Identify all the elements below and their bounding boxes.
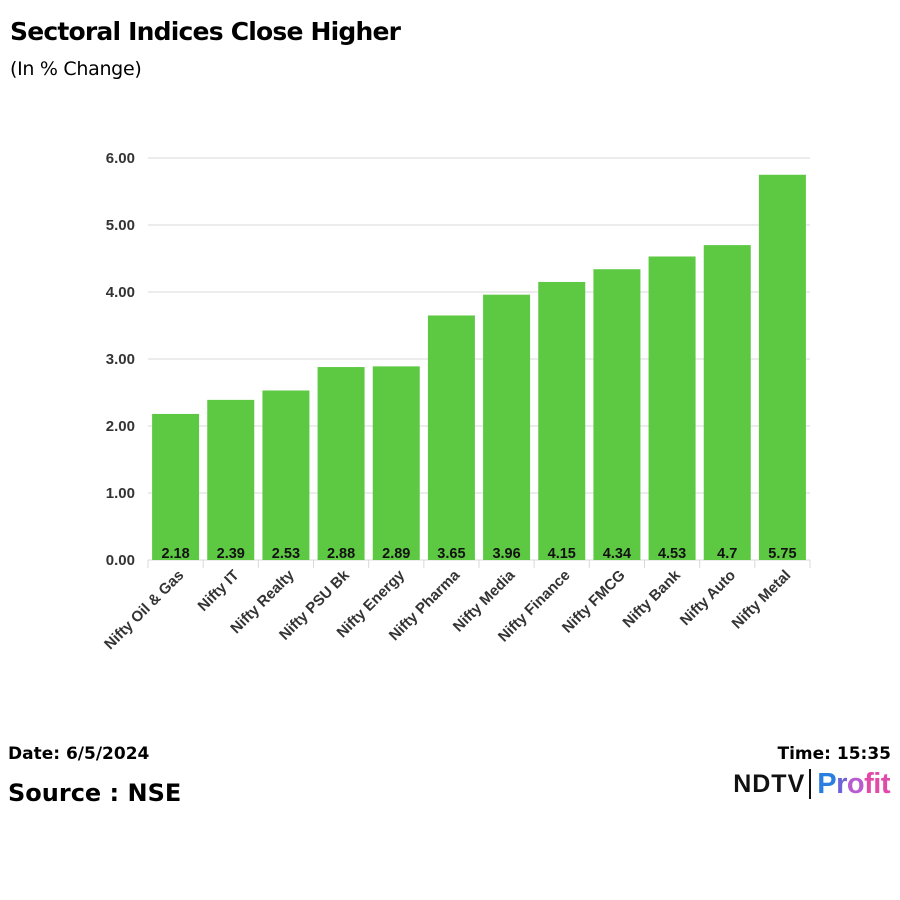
bar: [703, 245, 751, 560]
bar: [317, 367, 365, 560]
bar-value-label: 2.18: [161, 546, 189, 562]
bar: [207, 399, 255, 560]
bar-value-label: 3.65: [437, 546, 465, 562]
date-label: Date: 6/5/2024: [8, 744, 150, 764]
x-tick-label: Nifty Metal: [729, 567, 795, 633]
bar: [538, 281, 586, 560]
bar-value-label: 4.15: [548, 546, 576, 562]
bar-value-label: 5.75: [768, 546, 796, 562]
bar: [648, 256, 696, 560]
logo-profit-text: Profit: [817, 767, 890, 800]
bar: [372, 366, 420, 560]
chart-title: Sectoral Indices Close Higher: [10, 17, 401, 46]
bar-value-label: 2.89: [382, 546, 410, 562]
source-label: Source : NSE: [8, 779, 182, 807]
bar: [483, 294, 531, 560]
y-tick-label: 0.00: [106, 552, 135, 569]
x-tick-label: Nifty IT: [195, 567, 243, 615]
y-tick-label: 6.00: [106, 150, 135, 167]
bar-value-label: 2.39: [217, 546, 245, 562]
y-tick-label: 3.00: [106, 351, 135, 368]
bar: [152, 413, 200, 560]
y-tick-label: 1.00: [106, 485, 135, 502]
bar-value-label: 2.88: [327, 546, 355, 562]
y-axis-ticks: 0.00 1.00 2.00 3.00 4.00 5.00 6.00: [106, 150, 135, 569]
logo-ndtv-text: NDTV: [733, 769, 806, 798]
bar-value-label: 4.34: [603, 546, 631, 562]
ndtv-profit-logo: NDTV Profit: [733, 764, 890, 804]
bar: [427, 315, 475, 560]
bar: [262, 390, 310, 560]
bar-value-label: 4.53: [658, 546, 686, 562]
y-tick-label: 4.00: [106, 284, 135, 301]
bar-value-label: 3.96: [492, 546, 520, 562]
y-tick-label: 2.00: [106, 418, 135, 435]
bars: [152, 174, 806, 560]
bar-chart: 2.18 2.39 2.53 2.88 2.89 3.65 3.96 4.15 4.34 4.53…: [101, 150, 811, 653]
y-tick-label: 5.00: [106, 217, 135, 234]
bar-value-label: 2.53: [272, 546, 300, 562]
chart-subtitle: (In % Change): [10, 58, 142, 80]
bar: [593, 269, 641, 560]
value-labels: 2.18 2.39 2.53 2.88 2.89 3.65 3.96 4.15 4.34 4.53…: [161, 546, 796, 562]
logo-divider: [809, 769, 812, 799]
x-tick-label: Nifty Oil & Gas: [101, 567, 187, 653]
bar: [758, 174, 806, 560]
bar-value-label: 4.7: [717, 546, 737, 562]
x-tick-label: Nifty Bank: [619, 566, 684, 631]
time-label: Time: 15:35: [777, 744, 892, 764]
